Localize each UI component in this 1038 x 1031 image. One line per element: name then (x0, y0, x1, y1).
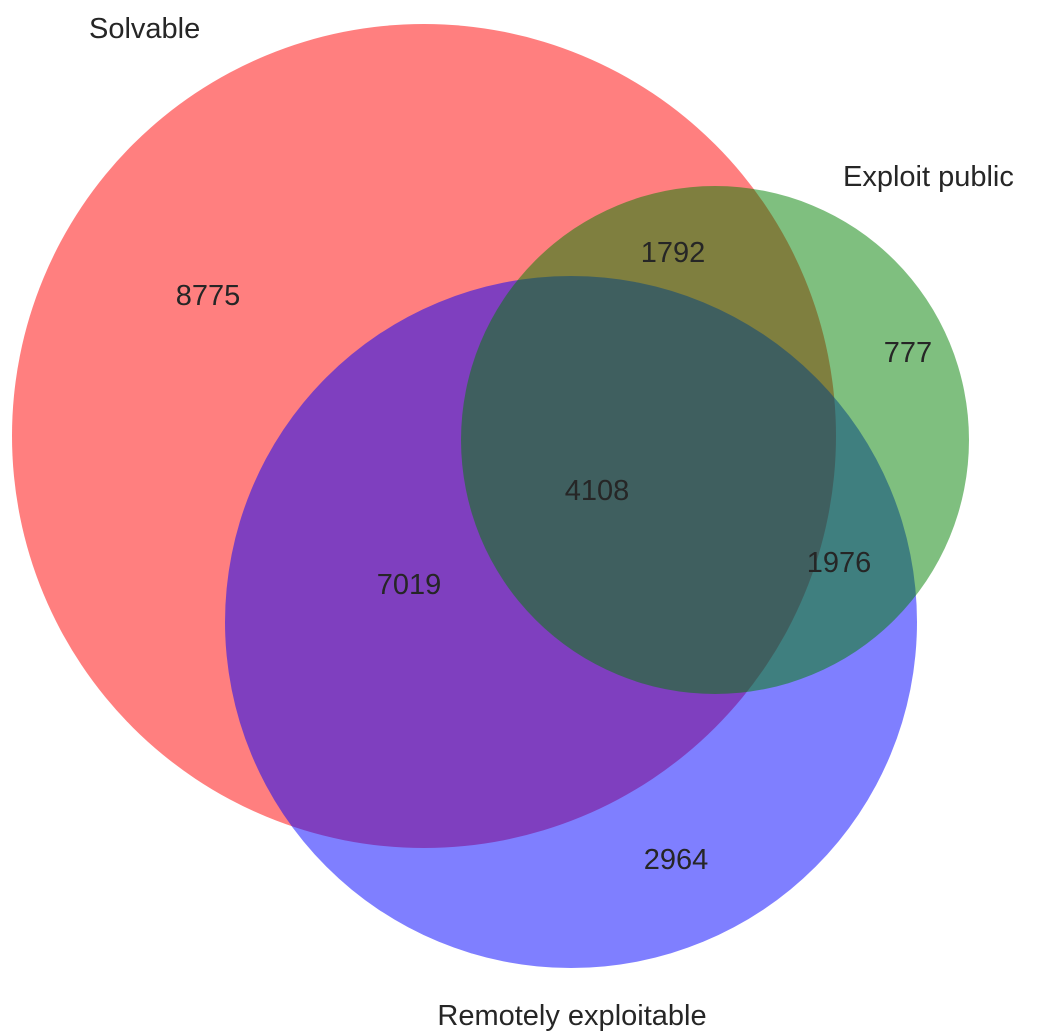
set-label-exploit-public: Exploit public (843, 161, 1014, 193)
set-label-solvable: Solvable (89, 13, 200, 45)
region-solvable-only: 8775 (176, 280, 241, 312)
set-labels: Solvable Exploit public Remotely exploit… (89, 13, 1014, 1031)
region-solvable-exploit-public: 1792 (641, 237, 706, 269)
region-labels: 8775 1792 777 4108 1976 7019 2964 (176, 237, 932, 876)
region-exploit-public-only: 777 (884, 337, 932, 369)
region-solvable-remotely-exploitable: 7019 (377, 569, 442, 601)
region-all-three: 4108 (565, 475, 630, 507)
region-exploit-public-remotely-exploitable: 1976 (807, 547, 872, 579)
region-remotely-exploitable-only: 2964 (644, 844, 709, 876)
circle-exploit-public (461, 186, 969, 694)
set-circles (12, 24, 969, 968)
set-label-remotely-exploitable: Remotely exploitable (437, 1000, 706, 1031)
